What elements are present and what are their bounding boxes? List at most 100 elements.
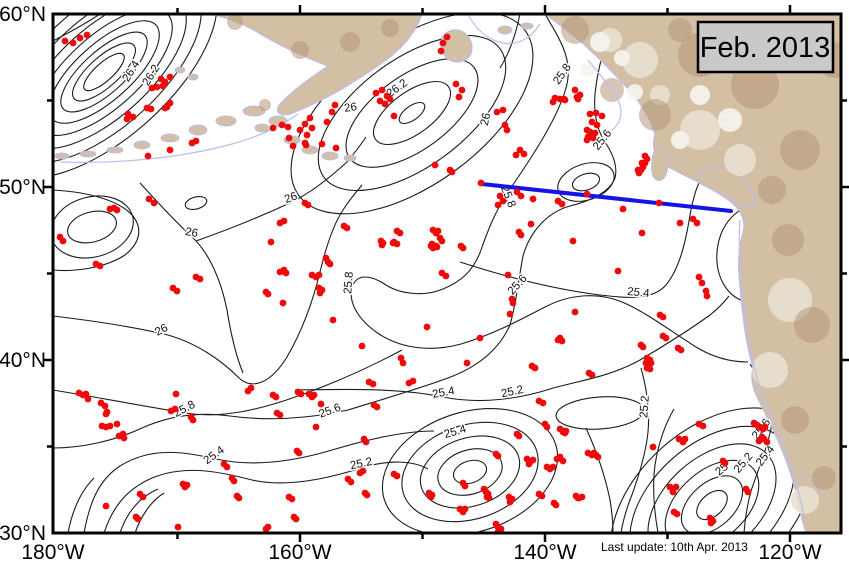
float-dot	[588, 118, 596, 126]
float-dot	[569, 237, 577, 245]
float-dot	[297, 390, 305, 398]
contour-ring	[437, 448, 503, 496]
landmass	[651, 147, 669, 182]
contour-ring	[66, 210, 118, 244]
x-axis-tick-label: 160°W	[268, 541, 331, 564]
float-dot	[272, 393, 280, 401]
contour-line	[620, 367, 650, 533]
float-dot	[189, 416, 197, 424]
float-dot	[461, 505, 469, 513]
lowland-patch	[680, 110, 720, 150]
float-dot	[310, 391, 318, 399]
float-dot	[389, 239, 397, 247]
data-overlay-layer	[56, 31, 771, 533]
mountain-patch	[772, 224, 804, 256]
float-dot	[494, 452, 502, 460]
float-dot	[434, 227, 442, 235]
contour-ring	[664, 459, 760, 533]
mountain-patch	[758, 176, 786, 204]
float-dot	[134, 515, 142, 523]
landmass	[209, 14, 423, 116]
float-dot	[315, 271, 323, 279]
float-dot	[494, 201, 502, 209]
float-dot	[378, 241, 386, 249]
float-dot	[396, 229, 404, 237]
float-dot	[166, 146, 174, 154]
float-dot	[431, 161, 439, 169]
float-dot	[442, 272, 450, 280]
float-dot	[721, 459, 729, 467]
float-dot	[499, 197, 507, 205]
float-dot	[614, 267, 622, 275]
mountain-patch	[780, 130, 820, 170]
float-dot	[638, 229, 646, 237]
contour-ring	[696, 489, 728, 521]
float-dot	[669, 488, 677, 496]
float-dot	[347, 478, 355, 486]
float-dot	[102, 410, 110, 418]
contour-line	[653, 408, 675, 533]
float-dot	[761, 423, 769, 431]
island	[497, 25, 513, 35]
float-dot	[493, 108, 501, 116]
float-dot	[376, 97, 384, 105]
float-dot	[763, 438, 771, 446]
date-annotation: Feb. 2013	[696, 20, 835, 74]
float-dot	[647, 359, 655, 367]
float-dot	[147, 105, 155, 113]
float-dot	[332, 144, 340, 152]
float-dot	[588, 371, 596, 379]
float-dot	[166, 73, 174, 81]
float-dot	[363, 491, 371, 499]
float-dot	[504, 271, 512, 279]
float-dot	[515, 432, 523, 440]
contour-line	[134, 492, 165, 533]
contour-value-label: 26	[479, 112, 493, 127]
landmass	[697, 165, 757, 209]
float-dot	[512, 151, 520, 159]
snow-patch	[627, 84, 643, 100]
island	[54, 152, 70, 160]
float-dot	[129, 113, 137, 121]
contour-line	[499, 14, 521, 69]
float-dot	[459, 244, 467, 252]
float-dot	[461, 482, 469, 490]
float-dot	[113, 206, 121, 214]
float-dot	[583, 190, 591, 198]
island	[133, 140, 151, 150]
float-dot	[707, 519, 715, 527]
float-dot	[677, 346, 685, 354]
float-dot	[423, 323, 431, 331]
float-dot	[83, 31, 91, 39]
contour-ring	[401, 421, 539, 523]
contour-ring	[53, 20, 160, 124]
float-dot	[452, 80, 460, 88]
float-dot	[381, 100, 389, 108]
float-dot	[433, 243, 441, 251]
float-dot	[646, 365, 654, 373]
contour-ring	[571, 172, 601, 192]
float-dot	[69, 39, 77, 47]
float-dot	[517, 231, 525, 239]
contour-value-label: 25.4	[627, 286, 651, 300]
float-dot	[662, 334, 670, 342]
island	[801, 474, 811, 482]
float-dot	[386, 95, 394, 103]
float-dot	[329, 316, 337, 324]
float-dot	[506, 498, 514, 506]
contour-ring	[647, 443, 777, 533]
float-dot	[144, 152, 152, 160]
float-dot	[84, 395, 92, 403]
mountain-patch	[812, 466, 836, 490]
section-line	[480, 182, 733, 213]
float-dot	[295, 449, 303, 457]
float-dot	[267, 238, 275, 246]
float-dot	[123, 115, 131, 123]
float-dot	[439, 39, 447, 47]
float-dot	[302, 141, 310, 149]
island	[321, 151, 339, 161]
float-dot	[145, 195, 153, 203]
float-dot	[703, 292, 711, 300]
float-dot	[288, 495, 296, 503]
island	[188, 124, 208, 136]
